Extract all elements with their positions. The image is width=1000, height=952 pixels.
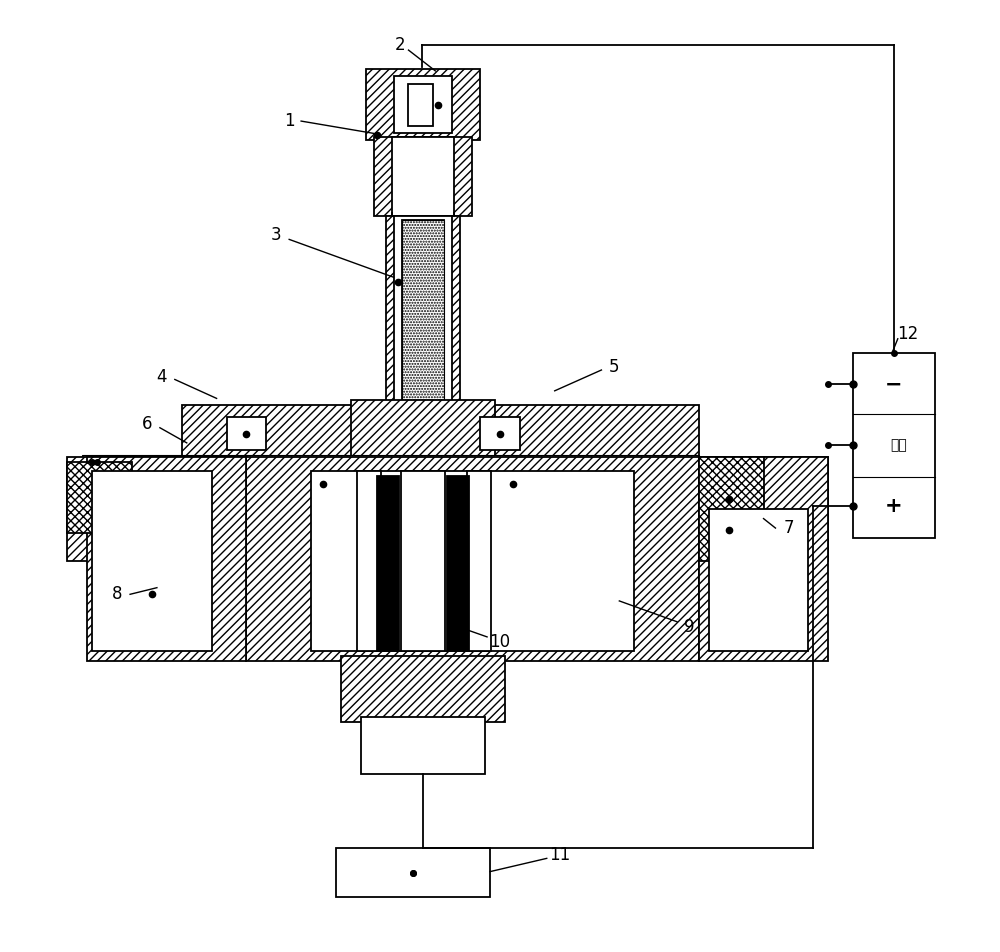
Bar [67,457,246,561]
Bar [504,466,522,500]
Text: 引弧: 引弧 [890,438,907,452]
Text: 9: 9 [684,619,694,637]
Bar [341,656,505,722]
Bar [853,353,935,538]
Bar [401,471,445,651]
Text: +: + [885,496,903,516]
Bar [92,471,212,651]
Bar [366,69,480,140]
Bar [392,137,454,216]
Bar [394,75,452,133]
Bar [67,462,132,533]
Bar [351,400,495,524]
Bar [87,457,246,661]
Text: 7: 7 [783,519,794,537]
Bar [386,216,460,538]
Bar [699,457,828,661]
Bar [311,471,634,651]
Text: 12: 12 [897,325,918,343]
Bar [447,476,469,651]
Bar [490,419,540,514]
Text: 5: 5 [609,358,620,376]
Text: −: − [885,374,903,394]
Bar [357,471,381,651]
Bar [402,221,444,533]
Bar [699,457,764,561]
Bar [336,848,490,897]
Text: 8: 8 [112,585,122,604]
Text: 2: 2 [395,36,406,54]
Bar [374,137,472,216]
Bar [699,457,828,561]
Bar [246,457,699,661]
Bar [467,471,491,651]
Bar [480,417,520,450]
Bar [402,221,444,533]
Text: 11: 11 [549,845,570,863]
Text: 6: 6 [142,415,152,433]
Bar [227,417,266,450]
Bar [377,476,399,651]
Text: 3: 3 [271,226,282,244]
Bar [182,405,699,457]
Bar [394,216,452,538]
Bar [361,718,485,774]
Bar [82,455,699,468]
Text: 10: 10 [489,633,511,650]
Bar [314,466,332,500]
Bar [306,419,356,514]
Bar [709,509,808,651]
Text: 1: 1 [284,112,294,130]
Text: 4: 4 [157,367,167,386]
Bar [408,84,433,126]
